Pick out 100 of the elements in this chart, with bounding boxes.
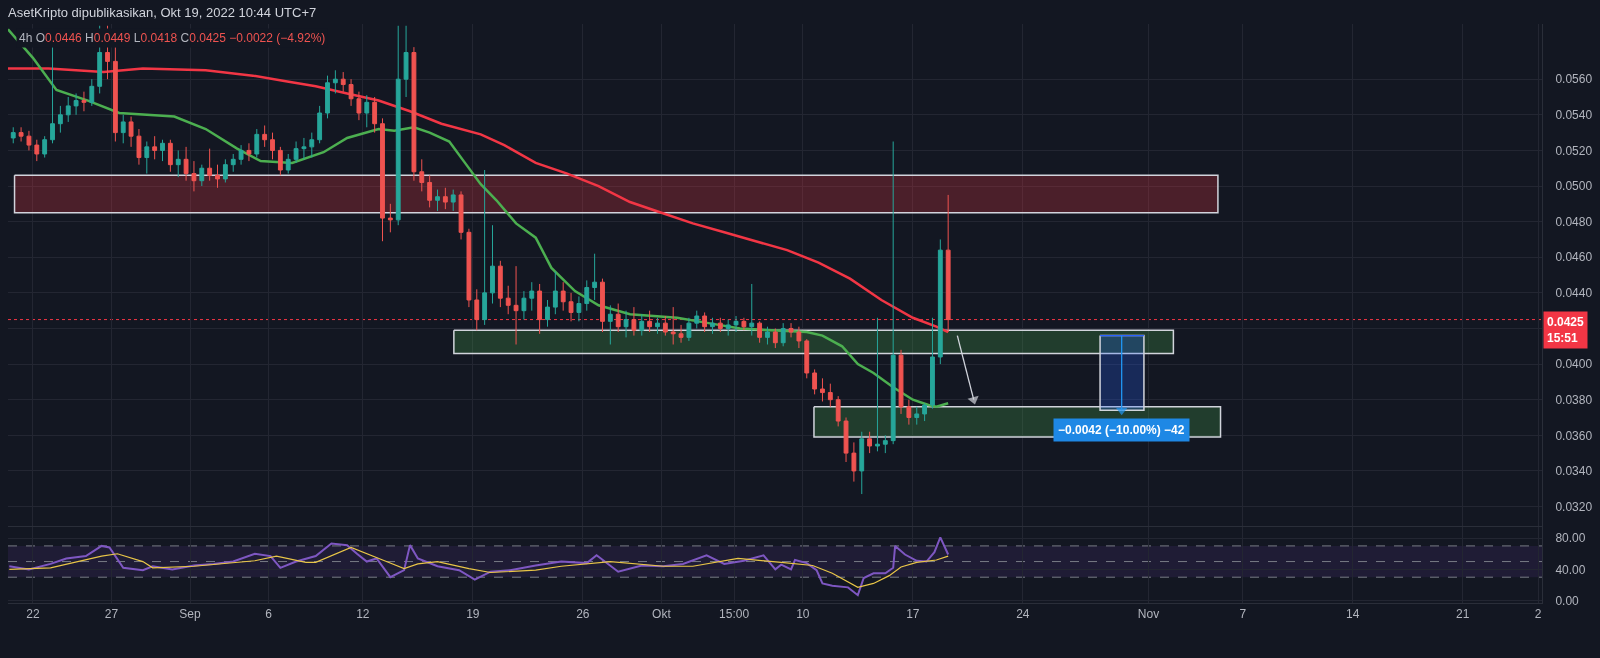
candlestick bbox=[859, 431, 865, 495]
candlestick bbox=[741, 317, 747, 331]
candlestick bbox=[545, 299, 550, 328]
candlestick bbox=[372, 96, 378, 134]
candlestick bbox=[521, 290, 527, 321]
candlestick bbox=[702, 311, 708, 333]
candlestick bbox=[694, 310, 700, 329]
y-tick-label: 80.00 bbox=[1555, 531, 1586, 546]
candlestick bbox=[270, 132, 275, 160]
candlestick bbox=[442, 187, 448, 210]
candlestick bbox=[10, 126, 16, 144]
candlestick bbox=[505, 285, 511, 315]
candlestick bbox=[293, 141, 299, 164]
candlestick bbox=[529, 281, 535, 312]
candlestick bbox=[804, 338, 810, 379]
x-tick-label: 17 bbox=[906, 607, 920, 622]
candlestick bbox=[631, 306, 637, 337]
text: 4h O0.0446 H0.0449 L0.0418 C0.0425 −0.0022 (−4.92%) bbox=[19, 31, 326, 45]
candlestick bbox=[584, 279, 590, 312]
candlestick bbox=[403, 25, 409, 98]
candlestick bbox=[167, 139, 173, 173]
candlestick bbox=[262, 124, 268, 148]
candlestick bbox=[34, 139, 40, 162]
candlestick bbox=[230, 153, 236, 173]
candlestick bbox=[160, 139, 165, 162]
candlestick bbox=[922, 402, 928, 422]
candlestick bbox=[356, 91, 362, 121]
candlestick bbox=[277, 146, 283, 176]
candlestick bbox=[238, 144, 244, 166]
x-tick-label: 6 bbox=[265, 607, 273, 622]
candlestick bbox=[820, 377, 825, 402]
candlestick bbox=[568, 292, 574, 322]
candlestick bbox=[65, 96, 71, 123]
candlestick bbox=[144, 141, 150, 175]
candlestick bbox=[348, 78, 354, 107]
y-tick-label: 0.0540 bbox=[1555, 108, 1593, 123]
candlestick bbox=[796, 326, 802, 349]
candlestick bbox=[623, 310, 629, 338]
candlestick bbox=[325, 75, 330, 119]
candlestick bbox=[128, 116, 134, 148]
candlestick bbox=[898, 349, 904, 415]
candlestick bbox=[419, 158, 425, 192]
candlestick bbox=[50, 46, 55, 144]
candlestick bbox=[317, 105, 323, 144]
y-tick-label: 0.00 bbox=[1555, 593, 1580, 608]
candlestick bbox=[906, 399, 912, 426]
candlestick bbox=[411, 46, 417, 182]
candlestick bbox=[678, 324, 684, 344]
candlestick bbox=[780, 322, 786, 347]
candlestick bbox=[482, 169, 488, 326]
line-series bbox=[8, 536, 950, 597]
candlestick bbox=[332, 69, 338, 94]
candlestick bbox=[592, 253, 598, 301]
y-tick-label: 0.0460 bbox=[1555, 250, 1593, 265]
candlestick bbox=[309, 132, 315, 159]
candlestick bbox=[725, 319, 731, 337]
candlestick bbox=[89, 78, 95, 107]
y-tick-label: 0.0340 bbox=[1555, 464, 1593, 479]
x-tick-label: 7 bbox=[1239, 607, 1247, 622]
chart-title: AsetKripto dipublikasikan, Okt 19, 2022 10:44 UTC+7 bbox=[8, 4, 317, 20]
candlestick bbox=[875, 317, 880, 452]
candlestick bbox=[474, 288, 480, 331]
candlestick bbox=[867, 431, 873, 454]
y-tick-label: 0.0520 bbox=[1555, 143, 1593, 158]
candlestick bbox=[607, 304, 613, 345]
y-tick-label: 0.0400 bbox=[1555, 357, 1593, 372]
candlestick bbox=[930, 317, 935, 410]
y-tick-label: 0.0320 bbox=[1555, 499, 1593, 514]
candlestick bbox=[215, 164, 220, 189]
x-tick-label: 21 bbox=[1456, 607, 1470, 622]
x-tick-label: 12 bbox=[356, 607, 370, 622]
candlestick bbox=[717, 317, 723, 333]
candlestick bbox=[427, 174, 433, 208]
y-tick-label: 0.0560 bbox=[1555, 72, 1593, 87]
candlestick bbox=[152, 135, 158, 160]
candlestick bbox=[395, 25, 401, 226]
y-tick-label: 0.0480 bbox=[1555, 214, 1593, 229]
x-tick-label: 10 bbox=[796, 607, 810, 622]
y-tick-label: 0.0380 bbox=[1555, 392, 1593, 407]
candlestick bbox=[18, 126, 24, 143]
candlestick bbox=[497, 260, 503, 308]
y-tick-label: 0.0440 bbox=[1555, 286, 1593, 301]
candlestick bbox=[199, 164, 205, 187]
candlestick bbox=[340, 71, 346, 93]
candlestick bbox=[647, 310, 653, 333]
candlestick bbox=[246, 142, 252, 162]
candlestick bbox=[26, 130, 32, 151]
candlestick bbox=[513, 265, 519, 345]
line-series bbox=[8, 546, 949, 588]
x-tick-label: 14 bbox=[1346, 607, 1360, 622]
candlestick bbox=[387, 203, 393, 233]
x-tick-label: 19 bbox=[466, 607, 480, 622]
y-tick-label: 0.0500 bbox=[1555, 179, 1593, 194]
candlestick bbox=[207, 148, 213, 182]
candlestick bbox=[537, 283, 543, 335]
candlestick bbox=[639, 313, 645, 337]
candlestick bbox=[765, 326, 770, 345]
ref-line-label: 0.0425 15:51 bbox=[1547, 315, 1585, 345]
x-tick-label: 27 bbox=[104, 607, 119, 622]
candlestick bbox=[175, 149, 181, 178]
